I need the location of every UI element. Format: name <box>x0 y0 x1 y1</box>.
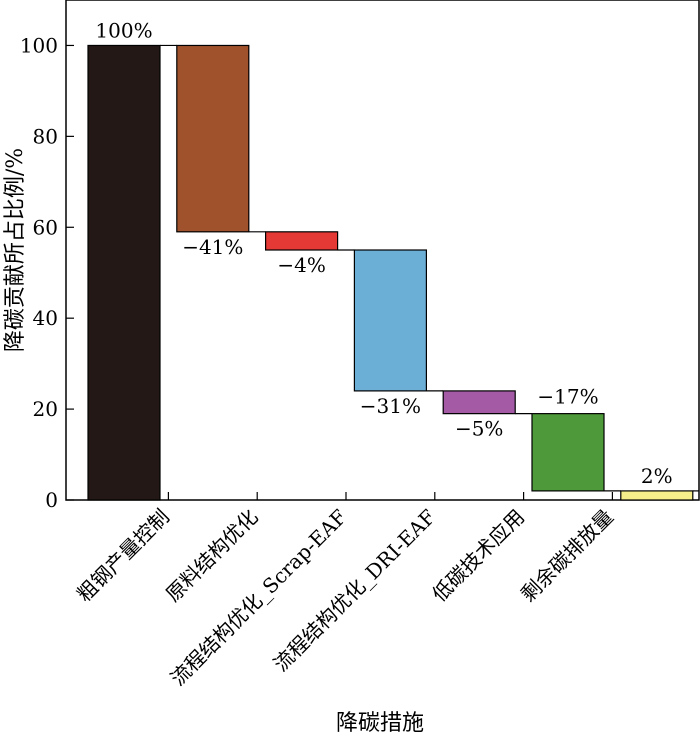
y-axis-title: 降碳贡献所占比例/% <box>3 148 28 352</box>
y-tick-label-3: 60 <box>33 215 58 239</box>
bar-5 <box>531 413 605 492</box>
data-label-6: 2% <box>641 464 673 488</box>
data-label-5: −17% <box>537 385 598 409</box>
y-tick-label-4: 80 <box>33 124 58 148</box>
data-label-3: −31% <box>360 394 421 418</box>
category-label-5: 剩余碳排放量 <box>516 505 618 607</box>
y-tick-label-1: 20 <box>33 397 58 421</box>
data-label-0: 100% <box>95 18 152 42</box>
bar-0 <box>87 44 161 501</box>
plot-frame <box>65 0 700 501</box>
category-label-0: 粗钢产量控制 <box>72 505 174 607</box>
category-label-2: 流程结构优化_Scrap-EAF <box>166 504 352 690</box>
data-label-4: −5% <box>455 417 504 441</box>
y-tick-label-0: 0 <box>45 488 58 512</box>
bar-3 <box>353 249 427 392</box>
data-label-2: −4% <box>277 253 326 277</box>
bar-2 <box>265 231 339 251</box>
bar-6 <box>620 490 694 501</box>
data-label-1: −41% <box>182 235 243 259</box>
category-label-3: 流程结构优化_DRI-EAF <box>269 504 441 676</box>
y-tick-label-2: 40 <box>33 306 58 330</box>
bar-4 <box>442 390 516 415</box>
bar-1 <box>176 44 250 233</box>
x-axis-title: 降碳措施 <box>336 711 424 736</box>
y-tick-label-5: 100 <box>20 33 58 57</box>
category-label-4: 低碳技术应用 <box>427 505 529 607</box>
